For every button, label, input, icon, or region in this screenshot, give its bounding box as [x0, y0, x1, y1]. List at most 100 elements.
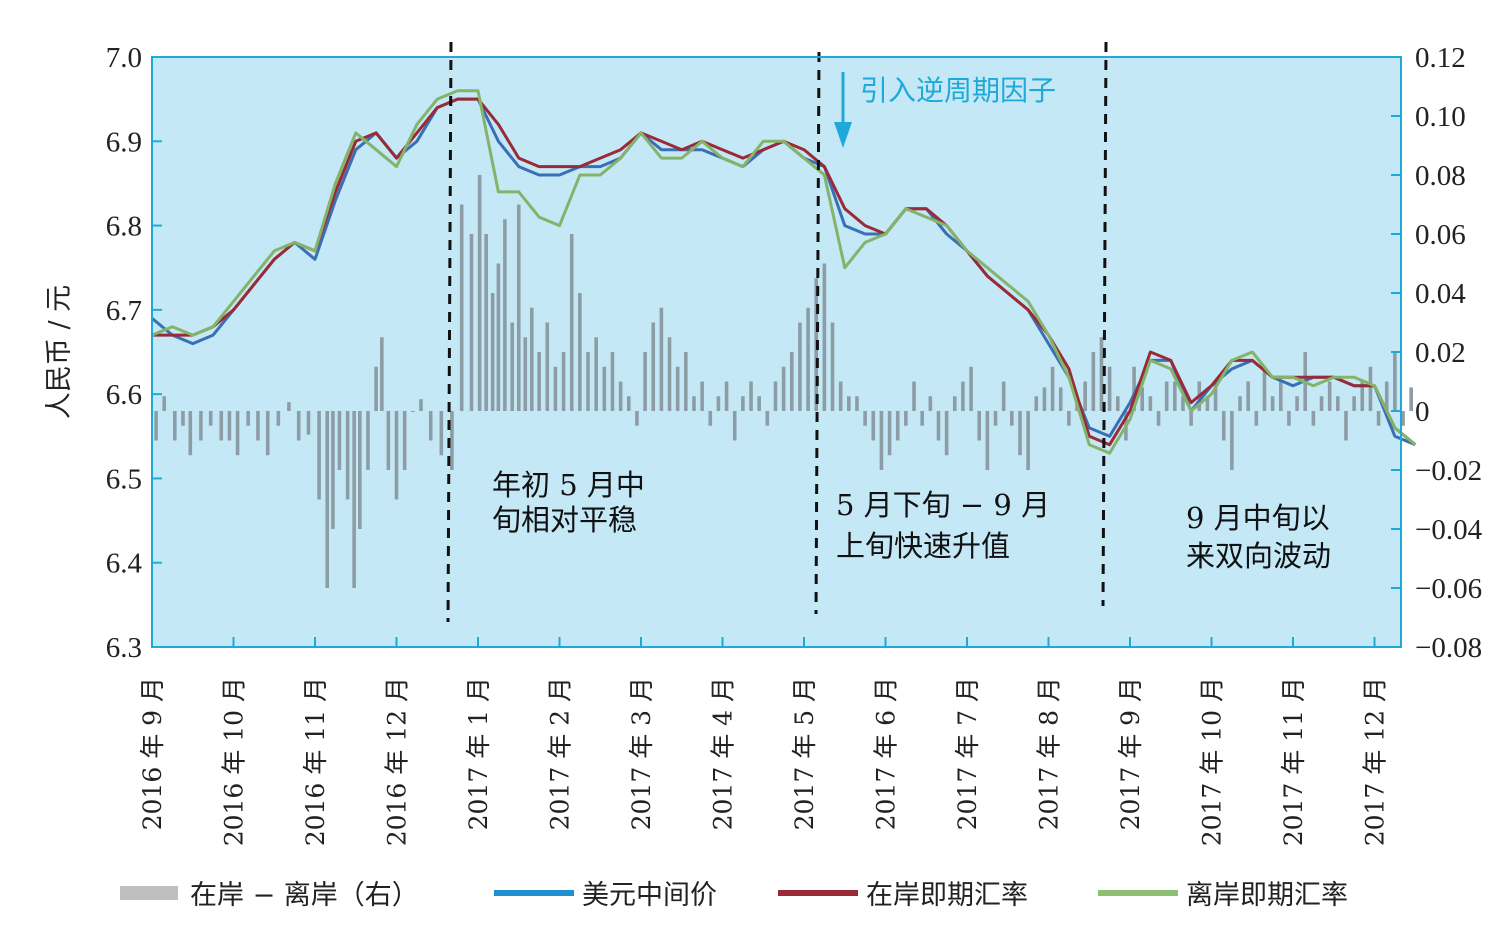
diff-bar [659, 307, 664, 411]
diff-bar [977, 411, 982, 441]
diff-bar [1132, 366, 1136, 411]
diff-bar [1238, 396, 1242, 411]
diff-bar [490, 293, 495, 411]
arrow-note: 引入逆周期因子 [834, 72, 1056, 148]
diff-bar [1181, 396, 1185, 411]
diff-bar [1148, 396, 1153, 411]
diff-bar [602, 366, 607, 411]
diff-bar [561, 352, 566, 411]
diff-bar [961, 381, 965, 411]
diff-bar [173, 411, 177, 441]
period-divider-1 [446, 41, 453, 623]
diff-bar [411, 411, 415, 412]
y-right-tick-label: 0 [1415, 396, 1430, 428]
diff-bar [496, 263, 501, 411]
annotation-3-line-2: 来双向波动 [1186, 539, 1331, 573]
diff-bar [1058, 387, 1063, 411]
diff-bar [749, 381, 753, 411]
diff-bar [944, 411, 949, 456]
x-tick-label: 2017 年 1 月 [464, 677, 493, 830]
annotation-3: 9 月中旬以 来双向波动 [1186, 501, 1331, 573]
diff-bar [386, 411, 391, 470]
diff-bar [741, 396, 745, 411]
diff-bar [700, 381, 704, 411]
diff-bar [765, 411, 770, 426]
diff-bar [635, 411, 639, 426]
diff-bar [936, 411, 941, 441]
diff-bar [578, 293, 582, 411]
y-right-tick-label: 0.10 [1415, 101, 1466, 133]
diff-bar [352, 411, 356, 588]
diff-bar [219, 411, 224, 441]
diff-bar [246, 411, 250, 426]
plot-background [152, 57, 1401, 647]
diff-bar [358, 411, 362, 529]
legend-swatch-diff [120, 886, 178, 900]
diff-bar [154, 411, 158, 441]
annotation-2-line-1: 5 月下旬 − 9 月 [836, 488, 1050, 522]
y-left-tick-label: 6.6 [106, 379, 142, 411]
diff-bar [537, 352, 541, 411]
diff-bar [287, 402, 291, 411]
diff-bar [1026, 411, 1030, 470]
diff-bar [847, 396, 851, 411]
diff-bar [912, 381, 916, 411]
period-divider-2 [814, 51, 821, 615]
diff-bar [675, 366, 680, 411]
diff-bar [586, 352, 590, 411]
diff-bar [1393, 352, 1397, 411]
diff-bar [1384, 381, 1389, 411]
diff-bar [1221, 411, 1226, 441]
left-axis: 7.0 6.9 6.8 6.7 6.6 6.5 6.4 6.3 [106, 42, 162, 664]
diff-bar [708, 411, 713, 426]
y-left-tick-label: 6.8 [106, 211, 142, 243]
diff-bar [1107, 366, 1112, 411]
diff-bar [969, 366, 973, 411]
period-divider-3 [1101, 41, 1108, 607]
diff-bar [188, 411, 193, 456]
series-lines [151, 89, 1417, 455]
x-tick-label: 2017 年 11 月 [1279, 677, 1308, 846]
diff-bar [610, 352, 615, 411]
right-axis: 0.12 0.10 0.08 0.06 0.04 0.02 0 −0.02 −0.04 −0.06… [1391, 42, 1483, 664]
diff-bar [503, 219, 507, 411]
diff-bar [993, 411, 998, 426]
diff-bar [838, 381, 843, 411]
diff-bar [523, 337, 528, 411]
x-tick-label: 2017 年 8 月 [1035, 677, 1064, 830]
diff-bar [618, 381, 623, 411]
y-right-tick-label: 0.04 [1415, 278, 1466, 310]
diff-bar [1067, 411, 1071, 426]
legend-label-mid: 美元中间价 [582, 880, 717, 911]
diff-bar [317, 411, 321, 500]
diff-bar [1246, 381, 1250, 411]
annotation-1: 年初 5 月中 旬相对平稳 [492, 468, 645, 537]
x-tick-label: 2017 年 4 月 [709, 677, 738, 830]
diff-bar [1091, 352, 1096, 411]
diff-bar [985, 411, 990, 470]
diff-bar [450, 411, 454, 470]
legend-label-diff: 在岸 − 离岸（右） [190, 880, 419, 911]
diff-bar [1409, 387, 1413, 411]
y-right-tick-label: 0.12 [1415, 42, 1466, 74]
arrow-note-text: 引入逆周期因子 [860, 74, 1056, 107]
diff-bar [235, 411, 240, 456]
diff-bar [643, 352, 647, 411]
diff-bar [337, 411, 342, 470]
diff-bar [1115, 396, 1120, 411]
diff-bar [1140, 387, 1145, 411]
diff-bar [419, 399, 423, 411]
y-left-tick-label: 6.5 [106, 463, 142, 495]
diff-bar [516, 204, 521, 411]
diff-bar [394, 411, 399, 500]
y-right-tick-label: −0.04 [1415, 514, 1483, 546]
x-tick-label: 2017 年 5 月 [790, 677, 819, 830]
x-tick-label: 2017 年 7 月 [953, 677, 982, 830]
diff-bar [594, 337, 598, 411]
diff-bar [529, 307, 534, 411]
diff-bar [855, 396, 859, 411]
diff-bars [154, 175, 1413, 588]
diff-bar [227, 411, 232, 441]
y-right-tick-label: −0.02 [1415, 455, 1482, 487]
diff-bar [1083, 381, 1087, 411]
